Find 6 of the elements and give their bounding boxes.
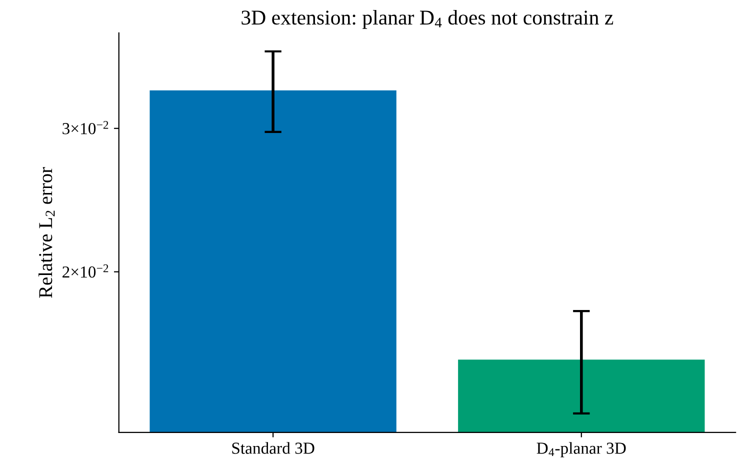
y-axis-title: Relative L$_{2}$ error [38, 167, 55, 298]
y-tick-label: 3×10$^{−2}$ [62, 121, 108, 134]
x-tick-label: D$_{4}$-planar 3D [536, 442, 626, 458]
y-tick-label: 2×10$^{−2}$ [62, 264, 108, 278]
chart-title: 3D extension: planar D$_{4}$ does not constrain z [242, 10, 614, 29]
x-tick-label: Standard 3D [232, 442, 314, 454]
